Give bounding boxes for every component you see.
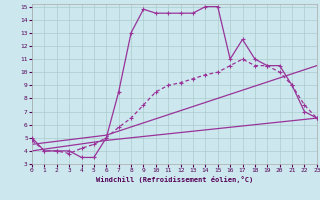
X-axis label: Windchill (Refroidissement éolien,°C): Windchill (Refroidissement éolien,°C) [96, 176, 253, 183]
